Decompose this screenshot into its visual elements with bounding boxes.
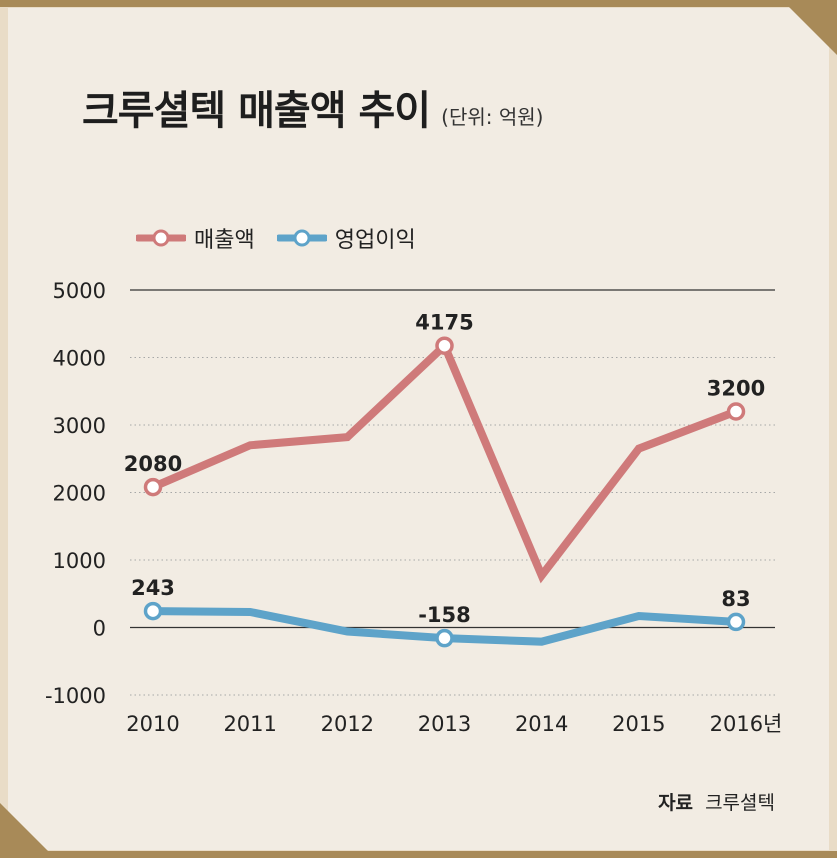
series-line-0 bbox=[149, 338, 740, 584]
data-label: 83 bbox=[721, 587, 750, 611]
data-point bbox=[435, 336, 454, 355]
source-value: 크루셜텍 bbox=[705, 792, 775, 814]
x-tick-label: 2010 bbox=[126, 712, 179, 736]
y-tick-label: 4000 bbox=[53, 347, 106, 371]
series-lines bbox=[143, 336, 746, 648]
data-point bbox=[143, 477, 163, 497]
x-tick-label: 2016년 bbox=[710, 712, 783, 736]
x-tick-label: 2014 bbox=[515, 712, 568, 736]
data-label: 2080 bbox=[124, 452, 182, 476]
title-block: 크루셜텍 매출액 추이 (단위: 억원) bbox=[82, 78, 543, 136]
x-tick-label: 2011 bbox=[223, 712, 276, 736]
data-label: 243 bbox=[131, 576, 175, 600]
y-tick-label: 2000 bbox=[53, 482, 106, 506]
source-label: 자료 bbox=[658, 792, 694, 814]
data-point bbox=[143, 601, 163, 621]
unit-label: (단위: 억원) bbox=[441, 105, 544, 129]
legend-label-operating-profit: 영업이익 bbox=[334, 228, 416, 253]
data-label: 3200 bbox=[707, 377, 765, 401]
y-tick-label: 1000 bbox=[53, 549, 106, 573]
legend-item-revenue: 매출액 bbox=[136, 222, 255, 254]
corner-top-right bbox=[782, 0, 837, 55]
y-tick-label: 3000 bbox=[53, 414, 106, 438]
data-point bbox=[726, 612, 746, 632]
y-tick-label: 5000 bbox=[53, 279, 106, 303]
bottom-border bbox=[0, 851, 837, 858]
data-labels: 2080 4175 3200 243 -158 83 bbox=[124, 311, 765, 627]
legend-swatch-revenue bbox=[136, 229, 186, 247]
data-point bbox=[435, 628, 454, 648]
legend-item-operating-profit: 영업이익 bbox=[276, 222, 416, 254]
top-border bbox=[0, 0, 837, 7]
y-tick-label: 0 bbox=[93, 617, 106, 641]
legend: 매출액 영업이익 bbox=[136, 222, 416, 254]
x-tick-labels: 2010 2011 2012 2013 2014 2015 2016년 bbox=[126, 712, 782, 736]
y-tick-label: -1000 bbox=[45, 684, 106, 708]
x-tick-label: 2012 bbox=[321, 712, 374, 736]
y-tick-labels: 5000 4000 3000 2000 1000 0 -1000 bbox=[45, 279, 106, 708]
data-label: 4175 bbox=[415, 311, 473, 335]
source-note: 자료 크루셜텍 bbox=[658, 788, 775, 815]
data-point bbox=[726, 402, 746, 421]
corner-bottom-left bbox=[0, 803, 55, 858]
x-tick-label: 2015 bbox=[612, 712, 665, 736]
chart-title: 크루셜텍 매출액 추이 bbox=[82, 88, 431, 134]
x-tick-label: 2013 bbox=[418, 712, 471, 736]
data-label: -158 bbox=[418, 603, 471, 627]
grid-lines bbox=[130, 289, 775, 696]
legend-label-revenue: 매출액 bbox=[194, 228, 255, 253]
legend-swatch-operating-profit bbox=[276, 229, 327, 247]
